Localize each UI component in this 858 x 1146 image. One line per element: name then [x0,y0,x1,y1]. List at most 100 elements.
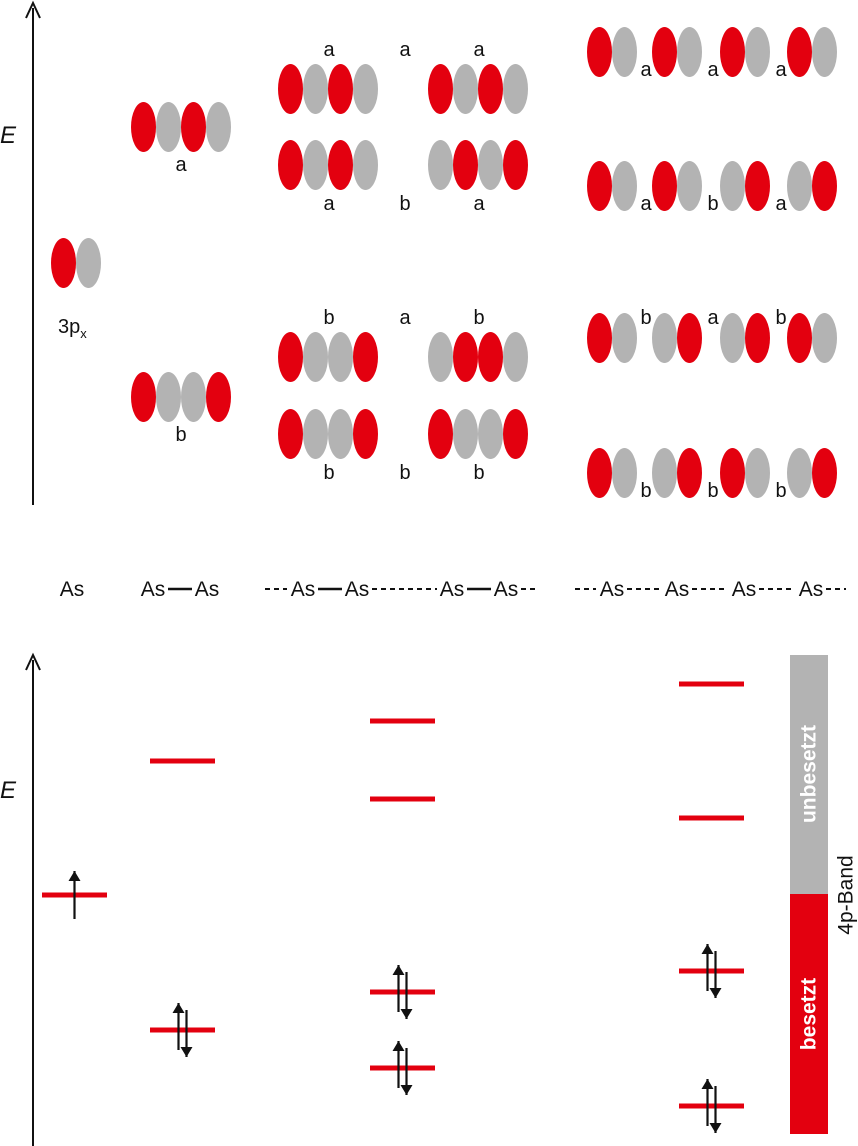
lower-axis-label: E [0,777,17,804]
orbital-lobe [812,27,837,77]
orbital-lobe [503,409,528,459]
orbital-lobe [812,448,837,498]
symmetry-label-b: b [399,462,410,484]
orbital-lobe [428,409,453,459]
chain-tetramer-a4: As [494,578,519,601]
chain-atom: As [60,578,85,601]
orbital-lobe [503,140,528,190]
orbital-lobe [328,140,353,190]
orbital-lobe [206,372,231,422]
chain-dimer-a1: As [141,578,166,601]
orbital-lobe [278,140,303,190]
symmetry-label-a: a [323,193,335,215]
symmetry-label-b: b [473,307,484,329]
symmetry-label-b: b [775,480,786,502]
symmetry-label-b: b [175,424,186,446]
orbital-lobe [156,372,181,422]
orbital-lobe [745,27,770,77]
orbital-lobe [612,27,637,77]
orbital-lobe [587,27,612,77]
symmetry-label-b: b [473,462,484,484]
orbital-lobe [612,448,637,498]
orbital-lobe [428,332,453,382]
orbital-lobe [677,161,702,211]
orbital-lobe [206,102,231,152]
orbital-lobe [453,409,478,459]
orbital-lobe [428,64,453,114]
orbital-lobe [812,161,837,211]
orbital-lobe [353,140,378,190]
symmetry-label-a: a [323,39,335,61]
orbital-lobe [745,161,770,211]
orbital-lobe [503,332,528,382]
orbital-lobe [278,409,303,459]
orbital-lobe [328,332,353,382]
orbital-lobe [328,409,353,459]
orbital-lobe [612,313,637,363]
orbital-lobe [812,313,837,363]
orbital-lobe [131,372,156,422]
orbital-lobe [787,161,812,211]
orbital-lobe [677,448,702,498]
symmetry-label-b: b [399,193,410,215]
symmetry-label-a: a [775,59,787,81]
chain-tetramer-a2: As [345,578,370,601]
orbital-lobe [677,27,702,77]
orbital-lobe [745,313,770,363]
orbital-lobe [587,161,612,211]
symmetry-label-a: a [640,59,652,81]
symmetry-label-b: b [707,193,718,215]
orbital-lobe [478,140,503,190]
orbital-lobe [720,27,745,77]
band-bar: unbesetzt besetzt 4p-Band [790,655,858,1134]
orbital-lobe [587,313,612,363]
orbital-lobe [652,161,677,211]
orbital-lobe [478,64,503,114]
orbital-lobe [278,332,303,382]
orbital-lobe [652,313,677,363]
orbital-lobe [131,102,156,152]
symmetry-label-a: a [399,307,411,329]
symmetry-label-a: a [473,193,485,215]
orbital-lobe [720,161,745,211]
symmetry-label-a: a [707,307,719,329]
symmetry-label-b: b [323,307,334,329]
symmetry-label-a: a [707,59,719,81]
chain-dimer-a2: As [195,578,220,601]
chain-labels: As As As As As As As As As As As [60,578,846,601]
orbital-lobe [503,64,528,114]
upper-axis-label: E [0,122,17,149]
chain-polymer-a1: As [600,578,625,601]
band-name-label: 4p-Band [835,855,858,934]
orbital-lobe [652,27,677,77]
orbital-lobe [76,238,101,288]
orbital-lobe [453,332,478,382]
orbital-lobe [303,409,328,459]
chain-tetramer-a1: As [291,578,316,601]
lower-energy-axis [25,652,41,1146]
symmetry-label-a: a [473,39,485,61]
chain-polymer-a3: As [732,578,757,601]
orbital-lobe [353,332,378,382]
orbital-3px-label: 3px [58,316,87,341]
orbital-lobe [353,409,378,459]
energy-levels [42,681,744,1133]
symmetry-label-a: a [775,193,787,215]
orbital-lobe [303,332,328,382]
symmetry-label-b: b [775,307,786,329]
orbital-lobe [720,313,745,363]
orbital-lobe [587,448,612,498]
orbital-lobe [278,64,303,114]
chain-polymer-a4: As [799,578,824,601]
symmetry-label-b: b [640,480,651,502]
symmetry-label-a: a [399,39,411,61]
orbital-lobe [303,64,328,114]
symmetry-label-a: a [640,193,652,215]
band-occupied-label: besetzt [798,978,821,1050]
chain-polymer-a2: As [665,578,690,601]
orbital-lobe [478,332,503,382]
orbital-lobe [328,64,353,114]
symmetry-label-b: b [323,462,334,484]
orbital-lobe [612,161,637,211]
